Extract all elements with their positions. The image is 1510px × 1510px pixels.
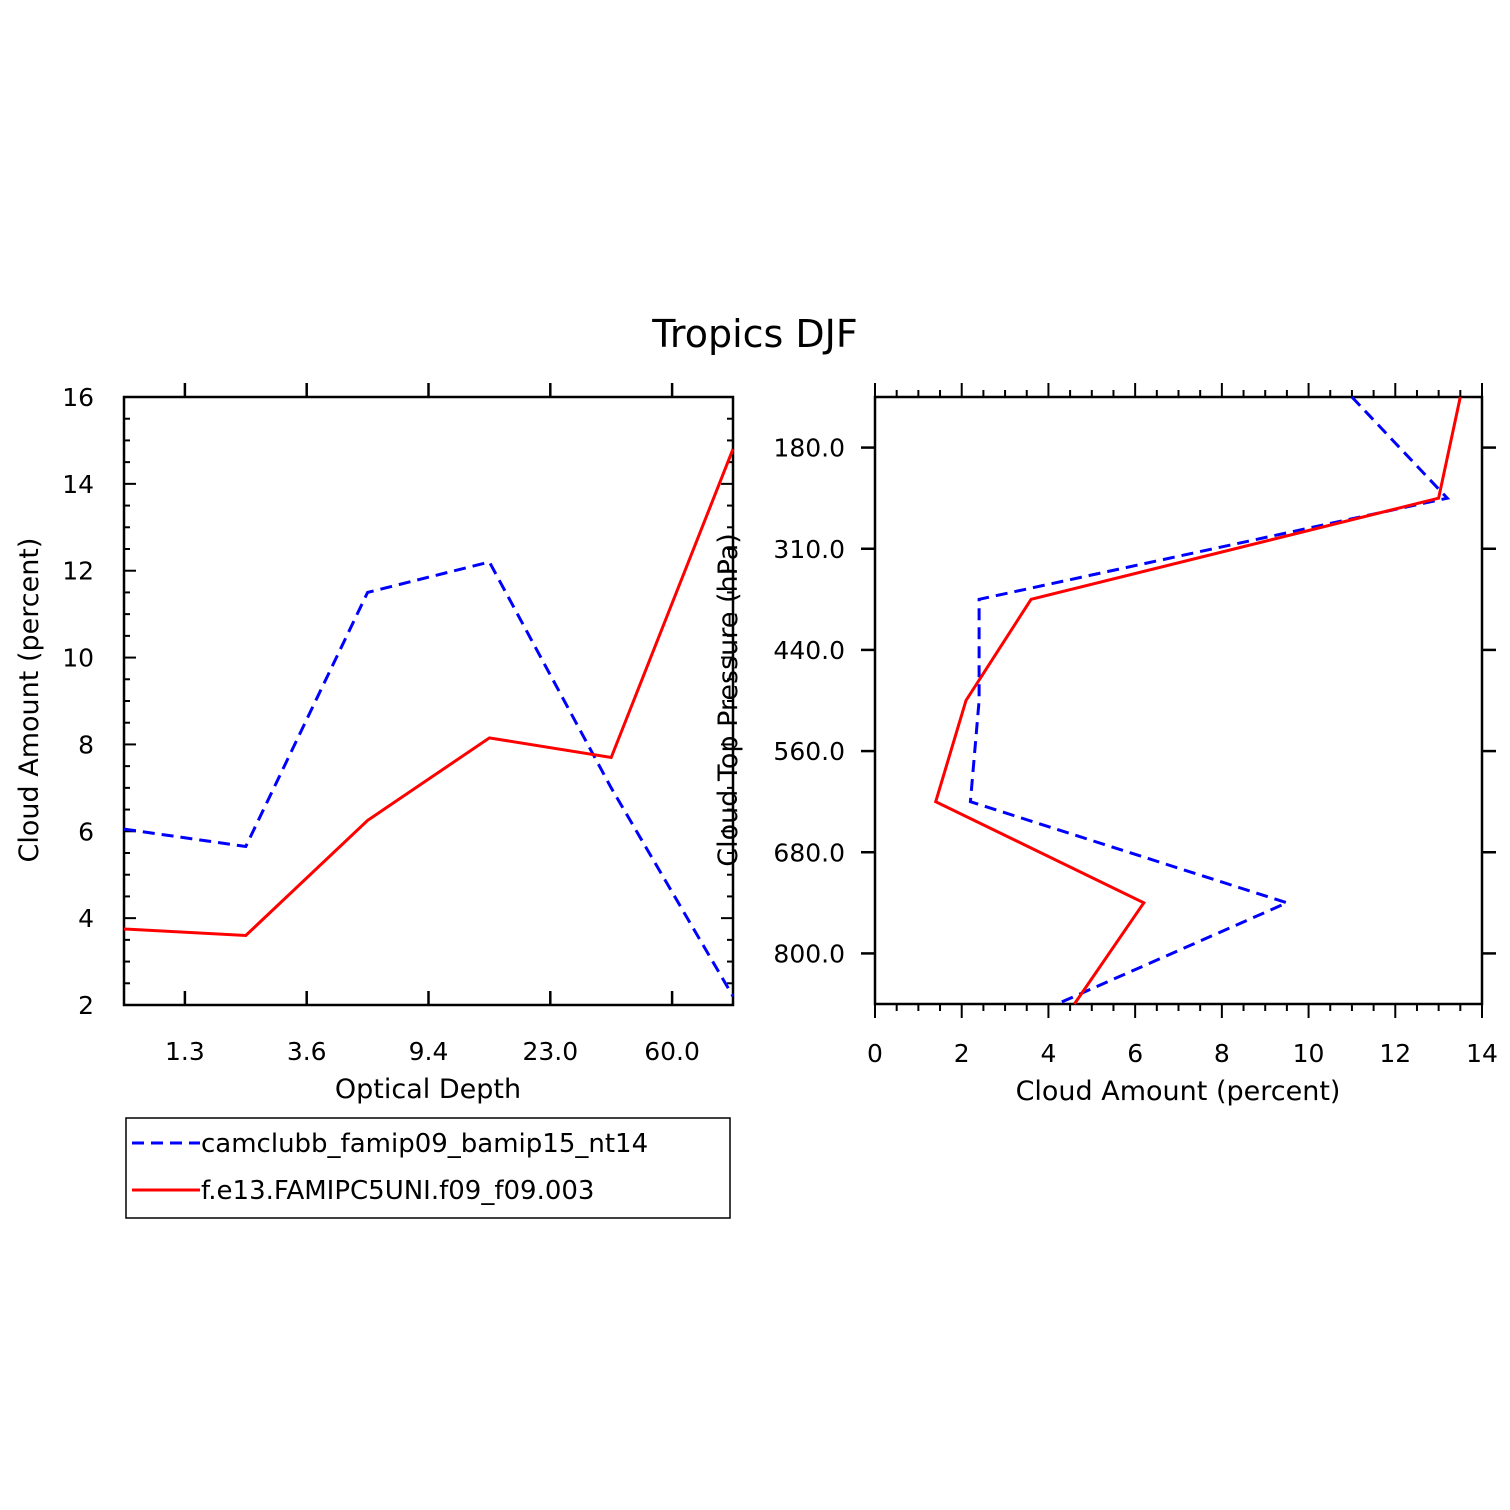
left-x-tick-label: 3.6	[287, 1037, 327, 1066]
left-y-tick-label: 14	[62, 470, 94, 499]
legend-label-series-2: f.e13.FAMIPC5UNI.f09_f09.003	[201, 1176, 594, 1206]
left-x-tick-label: 1.3	[165, 1037, 205, 1066]
left-y-tick-label: 10	[62, 644, 94, 673]
right-series-blue-dashed-line	[968, 395, 1451, 1006]
right-y-tick-label: 560.0	[773, 737, 845, 766]
right-y-tick-label: 800.0	[773, 939, 845, 968]
legend: camclubb_famip09_bamip15_nt14 f.e13.FAMI…	[125, 1117, 731, 1219]
left-y-tick-label: 4	[78, 904, 94, 933]
right-x-tick-label: 14	[1466, 1039, 1498, 1068]
right-x-tick-label: 8	[1214, 1039, 1230, 1068]
left-series-blue-dashed-line	[123, 560, 735, 998]
right-x-tick-label: 2	[954, 1039, 970, 1068]
right-y-tick-label: 440.0	[773, 636, 845, 665]
left-y-tick-label: 8	[78, 730, 94, 759]
figure-title: Tropics DJF	[651, 312, 857, 356]
left-y-axis-title: Cloud Amount (percent)	[14, 538, 45, 863]
right-y-tick-label: 180.0	[773, 434, 845, 463]
left-y-tick-label: 12	[62, 557, 94, 586]
right-y-axis-title: Cloud Top Pressure (hPa)	[713, 533, 744, 867]
right-x-tick-label: 10	[1293, 1039, 1325, 1068]
right-x-tick-label: 6	[1127, 1039, 1143, 1068]
left-x-tick-label: 60.0	[644, 1037, 700, 1066]
right-x-tick-label: 0	[867, 1039, 883, 1068]
left-series-red-solid-line	[123, 448, 735, 938]
right-series-red-solid-line	[933, 396, 1462, 1005]
legend-box	[125, 1117, 731, 1219]
pressure-panel: 0 2 4 6 8 10 12 14 180.0 310.0 440.0 560.0 680.0 800.…	[773, 383, 1498, 1068]
right-x-tick-label: 12	[1379, 1039, 1411, 1068]
left-x-tick-label: 23.0	[522, 1037, 578, 1066]
left-y-tick-label: 2	[78, 991, 94, 1020]
right-y-tick-label: 310.0	[773, 535, 845, 564]
optical-depth-panel: 2 4 6 8 10 12 14 16 1.3 3.6 9.4 23.0 60.0	[62, 383, 735, 1066]
right-x-tick-label: 4	[1040, 1039, 1056, 1068]
left-y-tick-label: 16	[62, 383, 94, 412]
legend-label-series-1: camclubb_famip09_bamip15_nt14	[201, 1129, 648, 1159]
right-x-axis-title: Cloud Amount (percent)	[1016, 1076, 1341, 1107]
left-x-tick-label: 9.4	[409, 1037, 449, 1066]
left-x-axis-title: Optical Depth	[335, 1074, 521, 1105]
right-y-tick-label: 680.0	[773, 838, 845, 867]
left-y-tick-label: 6	[78, 817, 94, 846]
